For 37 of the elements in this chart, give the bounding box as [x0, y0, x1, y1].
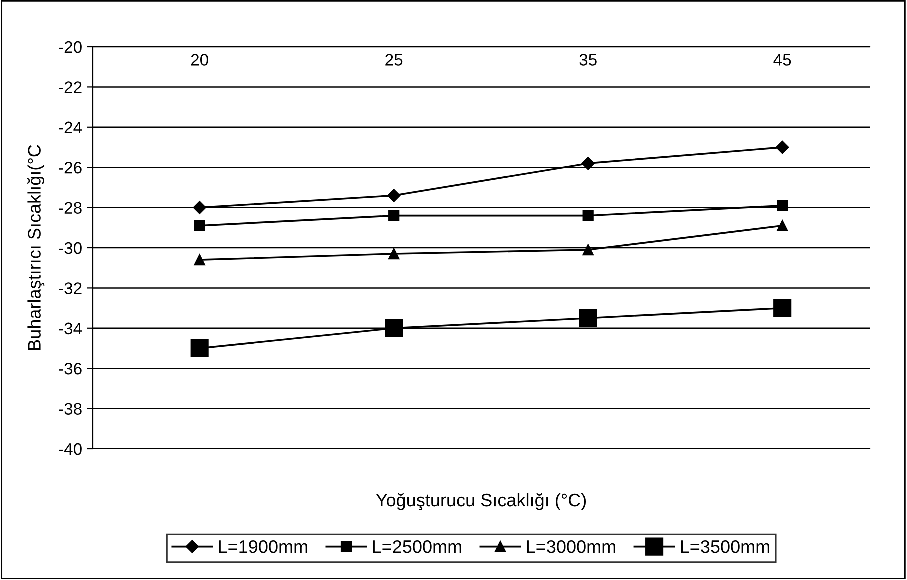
legend-label: L=1900mm — [219, 540, 308, 554]
legend-label: L=2500mm — [373, 540, 462, 554]
y-tick-label: -36 — [59, 363, 82, 375]
y-tick-label: -20 — [59, 41, 82, 54]
point — [582, 156, 595, 170]
point — [582, 210, 594, 222]
point — [582, 244, 594, 256]
point — [194, 254, 206, 266]
y-tick-label: -34 — [59, 322, 82, 335]
x-tick-label: 25 — [386, 54, 403, 66]
y-axis-title: Buharlaştırıcı Sıcaklığı(°C — [27, 145, 45, 350]
y-tick-label: -40 — [59, 443, 82, 456]
point — [190, 339, 209, 358]
x-tick-label: 35 — [580, 54, 597, 66]
point — [194, 220, 206, 232]
x-tick-label: 20 — [191, 54, 208, 66]
point — [388, 210, 400, 222]
legend-label: L=3500mm — [681, 540, 770, 554]
point — [774, 299, 792, 318]
y-tick-label: -26 — [59, 162, 82, 174]
y-tick-label: -28 — [59, 202, 82, 214]
y-tick-label: -38 — [59, 403, 82, 416]
y-tick-label: -32 — [59, 282, 82, 294]
point — [776, 140, 790, 154]
legend-label: L=3000mm — [527, 540, 616, 554]
point — [777, 200, 788, 212]
point — [777, 220, 788, 232]
point — [388, 248, 400, 260]
y-tick-label: -30 — [59, 242, 82, 254]
y-tick-label: -22 — [59, 82, 82, 94]
point — [193, 201, 206, 214]
x-tick-label: 45 — [774, 54, 792, 66]
point — [385, 319, 404, 338]
point — [388, 189, 401, 202]
y-tick-label: -24 — [59, 122, 82, 134]
point — [579, 309, 598, 328]
x-axis-title: Yoğuşturucu Sıcaklığı (°C) — [376, 493, 586, 510]
